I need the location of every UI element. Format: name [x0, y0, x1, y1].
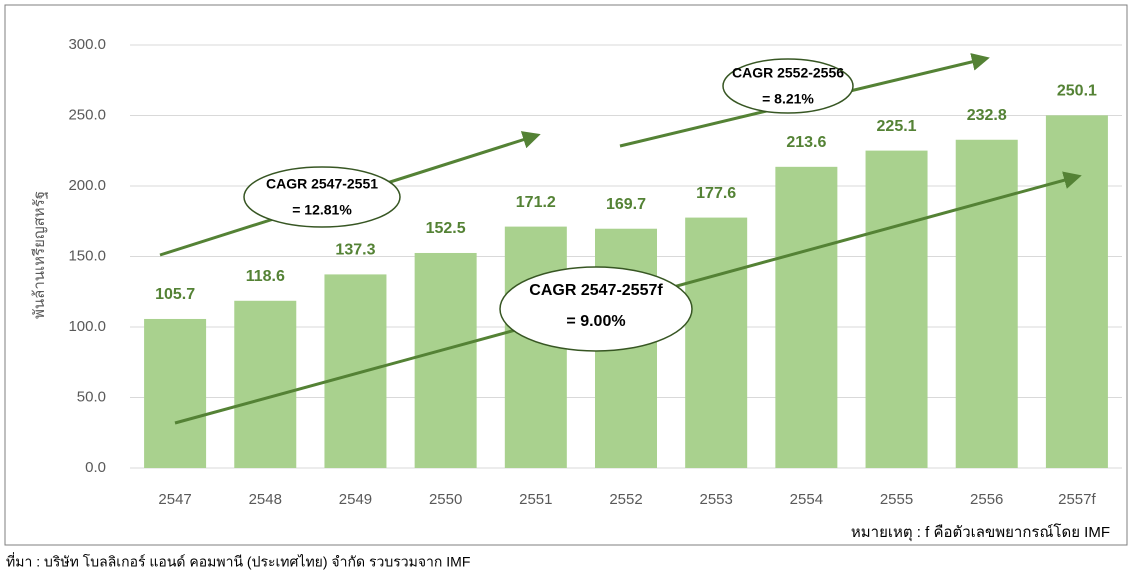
- x-tick-label: 2549: [339, 491, 372, 508]
- source: ที่มา : บริษัท โบลลิเกอร์ แอนด์ คอมพานี …: [6, 553, 470, 570]
- y-tick-label: 250.0: [68, 106, 106, 123]
- data-label: 171.2: [516, 194, 556, 211]
- y-tick-label: 200.0: [68, 177, 106, 194]
- annotation-value: = 9.00%: [566, 313, 625, 330]
- annotation-title: CAGR 2547-2551: [266, 176, 378, 192]
- annotation-title: CAGR 2552-2556: [732, 65, 844, 81]
- data-label: 232.8: [967, 107, 1007, 124]
- annotation: CAGR 2547-2557f = 9.00%: [499, 266, 693, 352]
- data-label: 250.1: [1057, 83, 1097, 100]
- x-tick-label: 2547: [158, 491, 191, 508]
- data-label: 177.6: [696, 185, 736, 202]
- x-tick-label: 2548: [249, 491, 282, 508]
- bar: [1045, 115, 1108, 468]
- y-tick-label: 150.0: [68, 247, 106, 264]
- x-tick-label: 2550: [429, 491, 462, 508]
- bar: [144, 318, 207, 468]
- note: หมายเหตุ : f คือตัวเลขพยากรณ์โดย IMF: [851, 523, 1110, 542]
- bar: [775, 166, 838, 468]
- x-tick-label: 2554: [790, 491, 823, 508]
- y-tick-label: 100.0: [68, 318, 106, 335]
- annotation-title: CAGR 2547-2557f: [529, 282, 663, 299]
- data-label: 225.1: [877, 118, 917, 135]
- data-label: 118.6: [246, 268, 285, 285]
- bar: [324, 274, 387, 468]
- x-tick-label: 2556: [970, 491, 1003, 508]
- annotation: CAGR 2552-2556 = 8.21%: [722, 58, 854, 114]
- bar: [685, 217, 748, 468]
- data-label: 169.7: [606, 196, 646, 213]
- x-tick-label: 2555: [880, 491, 913, 508]
- x-tick-label: 2553: [699, 491, 732, 508]
- annotation: CAGR 2547-2551 = 12.81%: [243, 166, 401, 228]
- bar: [955, 139, 1018, 468]
- x-tick-label: 2552: [609, 491, 642, 508]
- bar: [865, 150, 928, 468]
- data-label: 105.7: [155, 286, 195, 303]
- data-label: 137.3: [335, 242, 375, 259]
- data-label: 152.5: [426, 220, 466, 237]
- y-tick-label: 0.0: [85, 459, 106, 476]
- data-label: 213.6: [786, 134, 826, 151]
- y-tick-label: 300.0: [68, 36, 106, 53]
- annotation-value: = 8.21%: [762, 91, 814, 107]
- x-tick-label: 2557f: [1058, 491, 1096, 508]
- y-axis-label: พันล้านเหรียญสหรัฐ: [31, 191, 48, 319]
- annotation-value: = 12.81%: [292, 202, 352, 218]
- x-tick-label: 2551: [519, 491, 552, 508]
- bar: [234, 300, 297, 468]
- y-tick-label: 50.0: [77, 388, 106, 405]
- bar: [414, 252, 477, 468]
